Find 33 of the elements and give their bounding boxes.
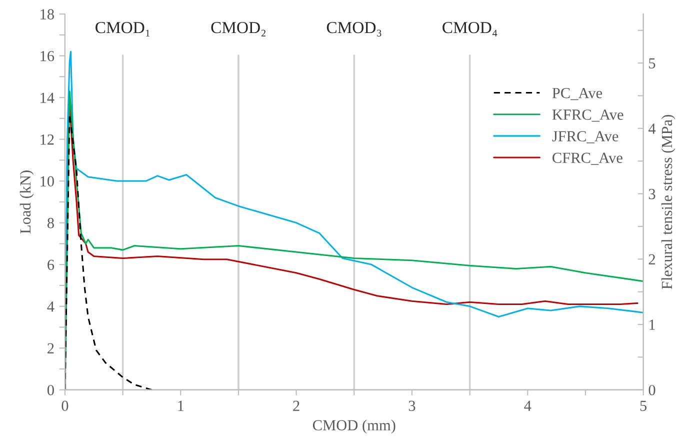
y2-tick-label: 4 [648, 124, 656, 134]
y2-axis-title: Flexural tensile stress (MPa) [661, 114, 676, 290]
y-axis-title: Load (kN) [20, 170, 34, 234]
y-tick-label: 14 [40, 92, 54, 103]
y-tick-label: 6 [48, 260, 54, 270]
y2-tick-label: 5 [649, 58, 656, 68]
legend-label: JFRC_Ave [552, 131, 618, 144]
legend-label: CFRC_Ave [552, 152, 622, 165]
y2-tick-label: 3 [648, 188, 656, 200]
y2-tick-label: 1 [650, 320, 655, 330]
y-tick-label: 4 [47, 302, 54, 312]
legend-label: PC_Ave [552, 88, 602, 100]
x-tick-label: 4 [524, 400, 532, 411]
y2-tick-label: 2 [648, 254, 655, 264]
x-tick-label: 1 [178, 400, 184, 411]
ref-line-label: CMOD₄ [442, 22, 498, 36]
x-tick-label: 0 [62, 400, 68, 411]
x-tick-label: 3 [408, 400, 416, 411]
y-tick-label: 10 [40, 176, 54, 186]
ref-line-label: CMOD₂ [211, 22, 266, 36]
y-tick-label: 12 [40, 134, 54, 145]
legend-label: KFRC_Ave [552, 110, 624, 122]
x-tick-label: 2 [293, 400, 300, 411]
y-tick-label: 18 [40, 9, 54, 20]
y2-tick-label: 0 [648, 384, 656, 396]
x-axis-title: CMOD (mm) [312, 420, 396, 434]
x-tick-label: 5 [640, 400, 647, 411]
y-tick-label: 8 [47, 218, 54, 228]
ref-line-label: CMOD₁ [96, 22, 150, 36]
ref-line-label: CMOD₃ [326, 22, 382, 36]
y-tick-label: 0 [47, 384, 54, 396]
y-tick-label: 2 [48, 343, 54, 354]
y-tick-label: 16 [40, 50, 54, 62]
